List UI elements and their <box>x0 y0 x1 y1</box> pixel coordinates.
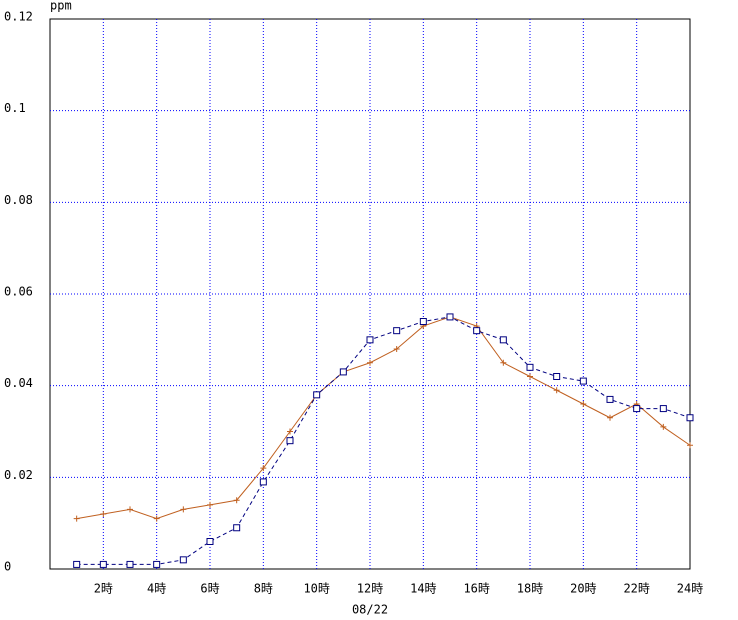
marker <box>660 423 667 430</box>
y-tick-label: 0.02 <box>4 468 33 482</box>
unit-label: ppm <box>50 0 72 13</box>
marker <box>686 414 694 422</box>
marker <box>100 511 107 517</box>
marker <box>687 442 693 449</box>
y-tick-label: 0.1 <box>4 101 26 115</box>
marker <box>607 414 613 421</box>
y-tick-label: 0.06 <box>4 285 33 299</box>
x-tick-label: 8時 <box>254 582 273 596</box>
marker <box>633 405 641 413</box>
marker <box>553 387 560 394</box>
y-tick-label: 0 <box>4 560 11 574</box>
marker <box>286 437 294 445</box>
marker <box>526 363 534 371</box>
x-axis-label: 08/22 <box>352 603 388 617</box>
marker <box>180 506 187 513</box>
marker <box>606 395 614 403</box>
marker <box>393 346 400 352</box>
series-line <box>76 316 691 565</box>
marker <box>553 373 561 380</box>
y-tick-label: 0.12 <box>4 10 33 24</box>
marker <box>499 336 507 344</box>
x-tick-label: 20時 <box>570 582 596 596</box>
marker <box>313 391 321 399</box>
x-tick-label: 2時 <box>94 582 113 596</box>
x-tick-label: 10時 <box>303 582 329 596</box>
marker <box>367 359 373 366</box>
marker <box>580 401 587 407</box>
marker <box>73 560 81 568</box>
marker <box>579 377 587 385</box>
marker <box>393 327 401 335</box>
marker <box>73 515 80 522</box>
y-tick-label: 0.08 <box>4 193 33 207</box>
x-tick-label: 6時 <box>200 582 219 596</box>
y-tick-label: 0.04 <box>4 376 33 390</box>
series-line <box>76 316 691 520</box>
marker <box>206 538 214 545</box>
x-tick-label: 12時 <box>357 582 383 596</box>
marker <box>366 336 374 344</box>
marker <box>99 560 107 568</box>
marker <box>207 501 213 508</box>
x-tick-label: 22時 <box>623 582 649 596</box>
plot-frame <box>49 18 691 570</box>
x-tick-label: 24時 <box>677 582 703 596</box>
marker <box>259 478 267 486</box>
x-tick-label: 18時 <box>517 582 543 596</box>
marker <box>179 556 187 564</box>
marker <box>153 515 160 522</box>
marker <box>446 313 454 321</box>
marker <box>153 560 161 568</box>
marker <box>260 465 267 472</box>
marker <box>233 497 240 504</box>
marker <box>419 318 427 325</box>
marker <box>127 506 133 513</box>
x-tick-label: 4時 <box>147 582 166 596</box>
marker <box>233 524 241 532</box>
marker <box>287 428 293 435</box>
marker <box>659 405 667 413</box>
marker <box>500 359 507 366</box>
x-tick-label: 16時 <box>463 582 489 596</box>
marker <box>473 327 481 335</box>
marker <box>527 373 533 380</box>
marker <box>339 368 347 376</box>
x-tick-label: 14時 <box>410 582 436 596</box>
marker <box>126 560 134 568</box>
